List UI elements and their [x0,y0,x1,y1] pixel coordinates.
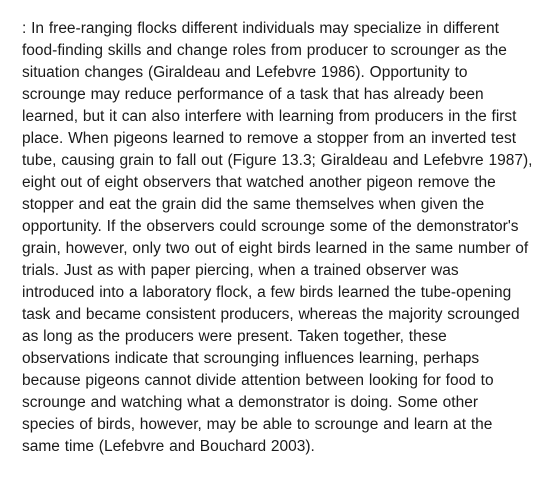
body-paragraph: : In free-ranging flocks different indiv… [22,18,534,458]
